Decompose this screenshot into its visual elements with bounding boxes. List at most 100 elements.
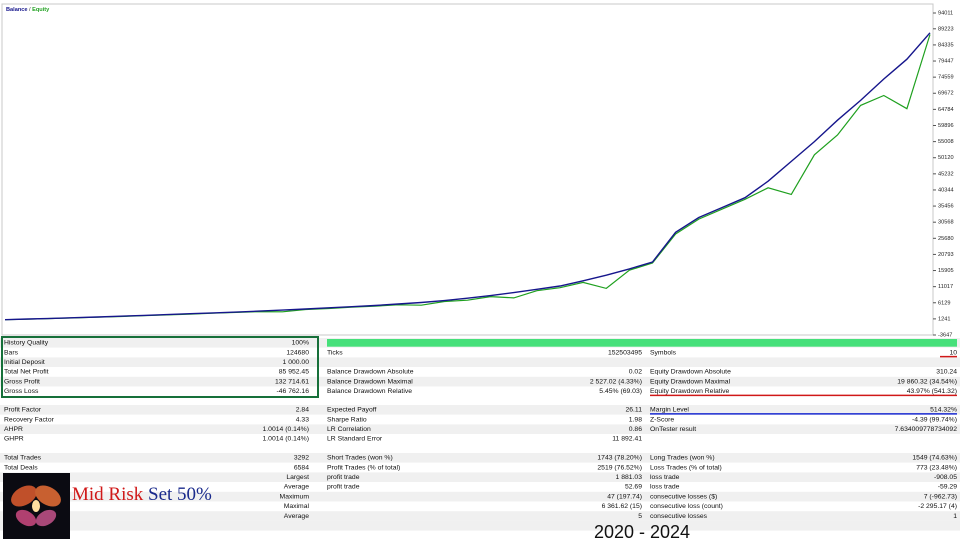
stat-value: 5 [638, 513, 642, 520]
stat-label: consecutive losses [650, 513, 708, 520]
row-bg [0, 453, 960, 463]
stat-label: Equity Drawdown Maximal [650, 378, 731, 385]
stat-value: 0.86 [629, 426, 642, 433]
y-tick-label: 84335 [938, 42, 954, 48]
stat-value: 52.69 [625, 484, 642, 491]
stat-value: Maximum [280, 493, 310, 500]
row-bg [0, 367, 960, 377]
y-tick-label: 79447 [938, 59, 954, 65]
row-bg [0, 376, 960, 387]
series-line [4, 32, 931, 321]
stat-label: loss trade [650, 484, 680, 491]
y-tick-label: 25680 [938, 236, 954, 242]
stat-label: Equity Drawdown Absolute [650, 369, 731, 376]
legend-separator: / [29, 7, 31, 13]
stat-value: 1.0014 (0.14%) [263, 426, 309, 433]
y-tick-label: 1241 [938, 316, 950, 322]
stat-value: 19 860.32 (34.54%) [897, 378, 957, 385]
stat-value: 514.32% [930, 407, 957, 414]
y-tick-label: 50120 [938, 155, 954, 161]
row-bg [0, 414, 960, 425]
stat-label: Sharpe Ratio [327, 416, 367, 423]
stat-label: Total Deals [4, 464, 38, 471]
row-bg [0, 501, 960, 512]
butterfly-wing [15, 509, 37, 527]
stat-label: AHPR [4, 426, 23, 433]
row-bg [0, 491, 960, 502]
stat-value: 11 892.41 [612, 436, 642, 443]
stat-value: Average [284, 484, 309, 491]
bottom-row [0, 520, 960, 531]
stat-value: 7.634009778734092 [895, 426, 958, 433]
stat-label: History Quality [4, 340, 49, 347]
stat-label: Margin Level [650, 407, 689, 414]
row-bg [0, 462, 960, 473]
y-tick-label: 69672 [938, 91, 954, 97]
stat-label: Profit Factor [4, 407, 42, 414]
stat-label: Gross Loss [4, 388, 39, 395]
row-bg [0, 472, 960, 483]
stat-label: Balance Drawdown Maximal [327, 378, 413, 385]
row-bg [0, 434, 960, 444]
stat-value: 7 (-962.73) [924, 493, 957, 500]
stat-label: loss trade [650, 474, 680, 481]
stat-value: 1 881.03 [616, 474, 643, 481]
stat-label: Z-Score [650, 416, 674, 423]
stat-value: -4.39 (99.74%) [912, 416, 957, 423]
stat-value: -59.29 [938, 484, 957, 491]
legend: Balance / Equity [6, 7, 50, 13]
stat-value: 152503495 [608, 349, 642, 356]
y-tick-label: 64784 [938, 107, 954, 113]
row-bg [0, 347, 960, 358]
stat-value: 5.45% (69.03) [599, 388, 642, 395]
stat-value: Average [284, 513, 309, 520]
y-tick-label: 15905 [938, 268, 954, 274]
stat-value: 47 (197.74) [607, 493, 642, 500]
stat-label: LR Standard Error [327, 436, 383, 443]
y-tick-label: 74559 [938, 75, 954, 81]
y-tick-label: -3647 [938, 332, 952, 338]
stat-value: 10 [949, 349, 957, 356]
stat-value: 124680 [286, 349, 309, 356]
stat-label: GHPR [4, 436, 24, 443]
stat-label: consecutive loss (count) [650, 503, 723, 510]
stat-value: 100% [292, 340, 309, 347]
row-bg [0, 357, 960, 368]
butterfly-wing [11, 485, 37, 507]
stat-label: Symbols [650, 349, 677, 356]
row-bg [0, 405, 960, 415]
stat-label: Long Trades (won %) [650, 455, 715, 462]
stat-value: -908.05 [934, 474, 957, 481]
y-tick-label: 94011 [938, 10, 953, 16]
stat-label: Equity Drawdown Relative [650, 388, 730, 395]
stat-label: Ticks [327, 349, 343, 356]
row-bg [0, 511, 960, 521]
butterfly-core [32, 500, 40, 512]
y-tick-label: 20793 [938, 252, 954, 258]
y-tick-label: 40344 [938, 187, 954, 193]
stat-value: 85 952.45 [279, 369, 309, 376]
stat-value: 26.11 [625, 407, 642, 414]
stat-label: Gross Profit [4, 378, 40, 385]
stat-value: 6 361.62 (15) [602, 503, 642, 510]
stat-label: Loss Trades (% of total) [650, 464, 722, 471]
stat-value: 2.84 [296, 407, 309, 414]
y-tick-label: 59896 [938, 123, 954, 129]
stat-value: 3292 [294, 455, 309, 462]
stat-value: Largest [286, 474, 309, 481]
stat-value: 0.02 [629, 369, 642, 376]
y-tick-label: 89223 [938, 26, 954, 32]
stat-value: 773 (23.48%) [916, 464, 957, 471]
caption-years: 2020 - 2024 [594, 522, 690, 540]
plot-area [1, 3, 934, 336]
y-tick-label: 35456 [938, 204, 954, 210]
stat-label: Total Trades [4, 455, 42, 462]
summary-box [1, 336, 319, 398]
y-tick-label: 45232 [938, 171, 954, 177]
stat-label: Bars [4, 349, 19, 356]
stat-value: 43.97% (541.32) [907, 388, 957, 395]
stat-value: 6584 [294, 464, 309, 471]
stat-value: -46 762.16 [276, 388, 309, 395]
stat-label: Profit Trades (% of total) [327, 464, 400, 471]
